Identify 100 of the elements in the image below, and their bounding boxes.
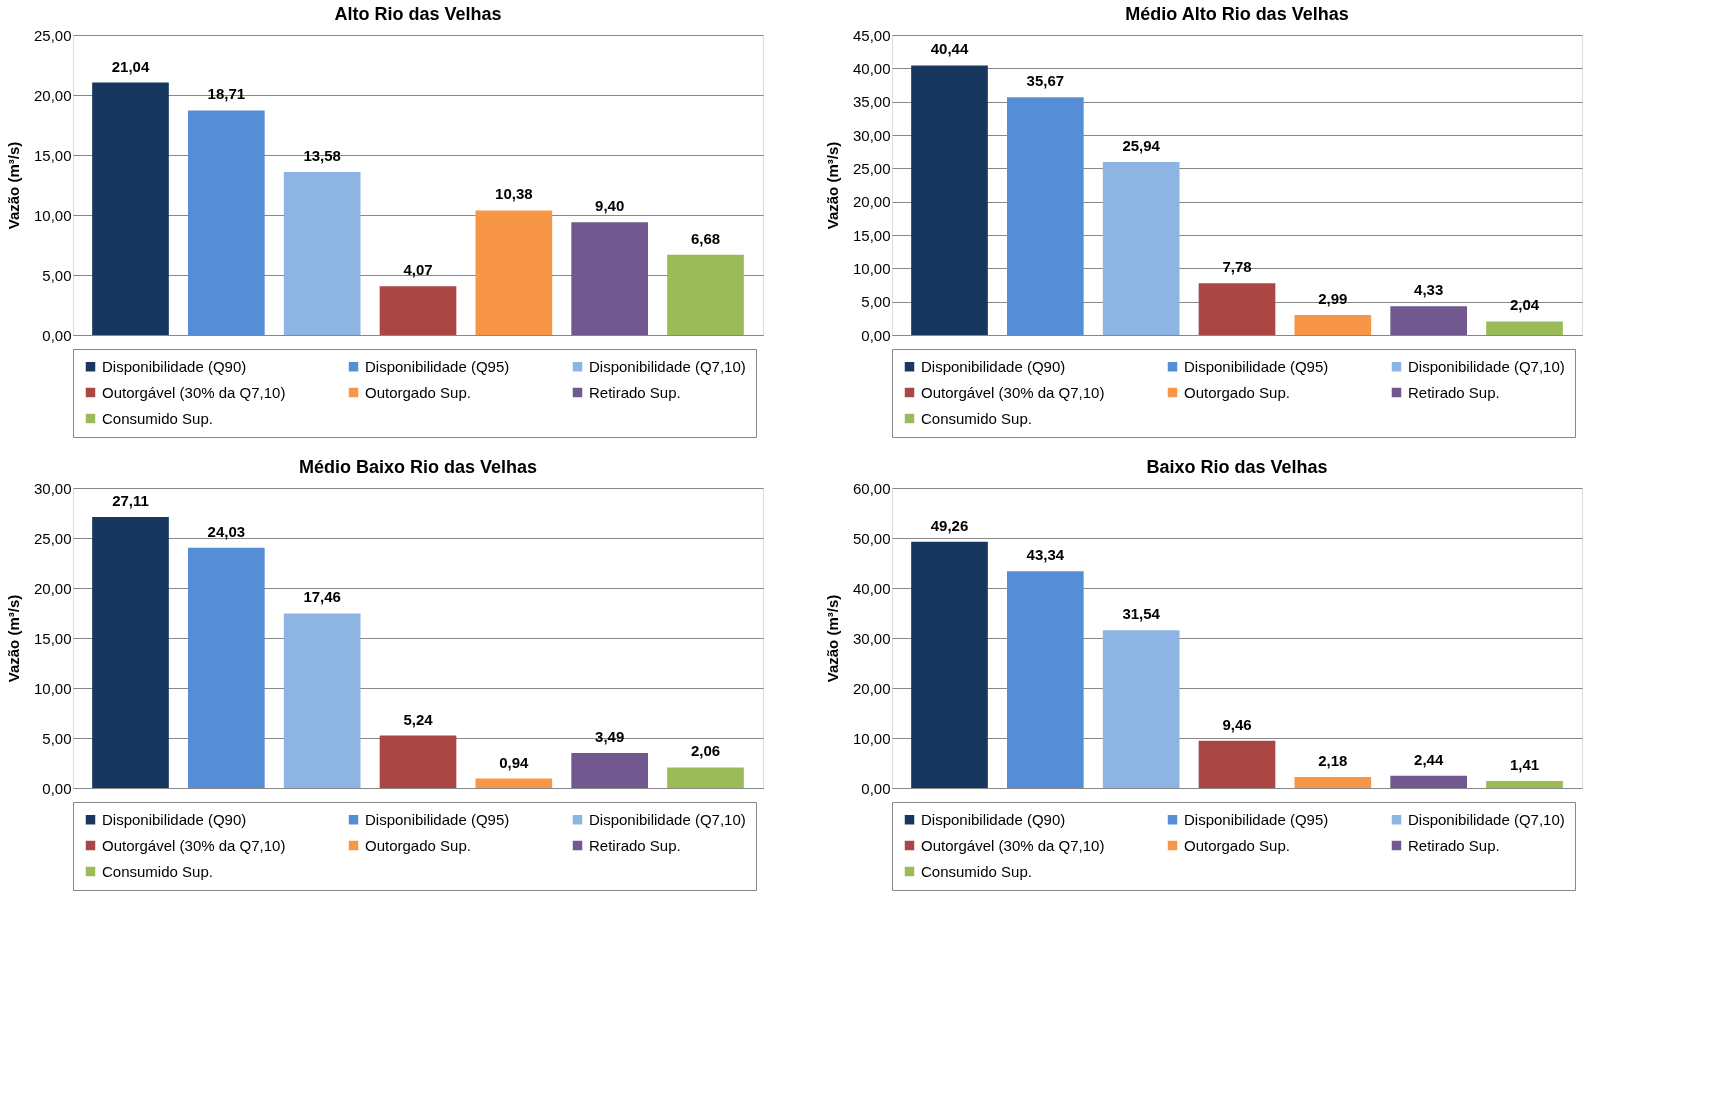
legend-label: Disponibilidade (Q95) <box>1184 810 1329 828</box>
y-tick-label: 10,00 <box>852 259 891 277</box>
y-tick-label: 20,00 <box>852 193 891 211</box>
legend-label: Disponibilidade (Q90) <box>921 810 1066 828</box>
y-tick-label: 0,00 <box>861 326 891 344</box>
y-tick-label: 20,00 <box>33 579 72 597</box>
chart-title: Alto Rio das Velhas <box>334 4 502 24</box>
data-label: 5,24 <box>403 710 434 728</box>
bar <box>1390 306 1467 335</box>
bar <box>92 82 169 335</box>
y-tick-label: 5,00 <box>42 266 72 284</box>
data-label: 49,26 <box>930 516 969 534</box>
chart-title: Baixo Rio das Velhas <box>1146 457 1328 477</box>
bar <box>1294 315 1372 335</box>
y-tick-label: 10,00 <box>33 206 72 224</box>
y-tick-label: 0,00 <box>42 779 72 797</box>
bar <box>667 767 744 788</box>
legend-label: Disponibilidade (Q7,10) <box>589 810 746 828</box>
bar <box>911 541 988 788</box>
y-tick-label: 50,00 <box>852 529 891 547</box>
y-tick-label: 45,00 <box>852 26 891 44</box>
bar <box>92 516 169 788</box>
y-tick-label: 15,00 <box>852 226 891 244</box>
y-tick-label: 25,00 <box>33 529 72 547</box>
bar <box>1294 777 1372 788</box>
data-label: 9,46 <box>1222 715 1252 733</box>
legend-label: Disponibilidade (Q90) <box>102 810 247 828</box>
legend-label: Consumido Sup. <box>921 862 1032 880</box>
bar <box>571 753 648 788</box>
data-label: 43,34 <box>1026 546 1065 564</box>
data-label: 40,44 <box>930 40 969 58</box>
legend-label: Outorgável (30% da Q7,10) <box>921 836 1105 854</box>
y-tick-label: 30,00 <box>852 126 891 144</box>
legend-label: Outorgável (30% da Q7,10) <box>102 836 286 854</box>
legend-label: Disponibilidade (Q7,10) <box>589 357 746 375</box>
bar <box>1007 571 1084 788</box>
y-tick-label: 0,00 <box>861 779 891 797</box>
chart-title: Médio Alto Rio das Velhas <box>1125 4 1349 24</box>
y-axis-title: Vazão (m³/s) <box>823 141 841 230</box>
y-tick-label: 40,00 <box>852 59 891 77</box>
bar <box>571 222 648 335</box>
data-label: 25,94 <box>1122 137 1161 155</box>
bar <box>188 110 265 335</box>
bar <box>283 613 361 788</box>
y-axis-title: Vazão (m³/s) <box>4 141 22 230</box>
bar <box>1007 97 1084 335</box>
legend-label: Outorgado Sup. <box>365 383 471 401</box>
data-label: 2,99 <box>1318 290 1348 308</box>
legend-label: Disponibilidade (Q90) <box>921 357 1066 375</box>
y-tick-label: 20,00 <box>852 679 891 697</box>
data-label: 2,44 <box>1414 750 1444 768</box>
bar <box>1486 321 1563 335</box>
legend-label: Consumido Sup. <box>102 409 213 427</box>
data-label: 2,06 <box>690 742 721 760</box>
legend-label: Disponibilidade (Q95) <box>1184 357 1329 375</box>
y-tick-label: 0,00 <box>42 326 72 344</box>
bar <box>379 735 457 788</box>
bar <box>911 65 988 335</box>
data-label: 31,54 <box>1122 605 1161 623</box>
y-tick-label: 40,00 <box>852 579 891 597</box>
bar <box>475 210 553 335</box>
legend-label: Consumido Sup. <box>102 862 213 880</box>
data-label: 18,71 <box>207 85 246 103</box>
y-tick-label: 10,00 <box>852 729 891 747</box>
data-label: 24,03 <box>207 522 246 540</box>
legend-label: Outorgável (30% da Q7,10) <box>102 383 286 401</box>
legend-label: Disponibilidade (Q95) <box>365 810 510 828</box>
data-label: 0,94 <box>499 753 530 771</box>
bar <box>1198 283 1276 335</box>
legend-label: Retirado Sup. <box>589 836 681 854</box>
data-label: 2,04 <box>1509 296 1540 314</box>
legend-label: Outorgado Sup. <box>365 836 471 854</box>
chart-title: Médio Baixo Rio das Velhas <box>298 457 538 477</box>
data-label: 13,58 <box>303 147 341 165</box>
legend-label: Retirado Sup. <box>1408 383 1500 401</box>
legend-label: Consumido Sup. <box>921 409 1032 427</box>
y-tick-label: 15,00 <box>33 146 72 164</box>
y-tick-label: 10,00 <box>33 679 72 697</box>
y-tick-label: 20,00 <box>33 86 72 104</box>
bar <box>283 172 361 335</box>
y-tick-label: 25,00 <box>852 159 891 177</box>
data-label: 17,46 <box>303 588 341 606</box>
y-tick-label: 25,00 <box>33 26 72 44</box>
bar <box>1486 780 1563 788</box>
bar <box>1390 775 1467 788</box>
y-axis-title: Vazão (m³/s) <box>4 594 22 683</box>
y-axis-title: Vazão (m³/s) <box>823 594 841 683</box>
data-label: 4,33 <box>1414 281 1444 299</box>
legend-label: Outorgado Sup. <box>1184 383 1290 401</box>
legend-label: Disponibilidade (Q95) <box>365 357 510 375</box>
data-label: 4,07 <box>403 261 433 279</box>
data-label: 21,04 <box>111 57 150 75</box>
data-label: 10,38 <box>495 185 533 203</box>
y-tick-label: 30,00 <box>852 629 891 647</box>
bar <box>188 547 265 788</box>
bar <box>667 254 744 335</box>
data-label: 35,67 <box>1026 72 1065 90</box>
legend-label: Disponibilidade (Q90) <box>102 357 247 375</box>
data-label: 3,49 <box>595 728 625 746</box>
bar <box>1102 630 1180 788</box>
